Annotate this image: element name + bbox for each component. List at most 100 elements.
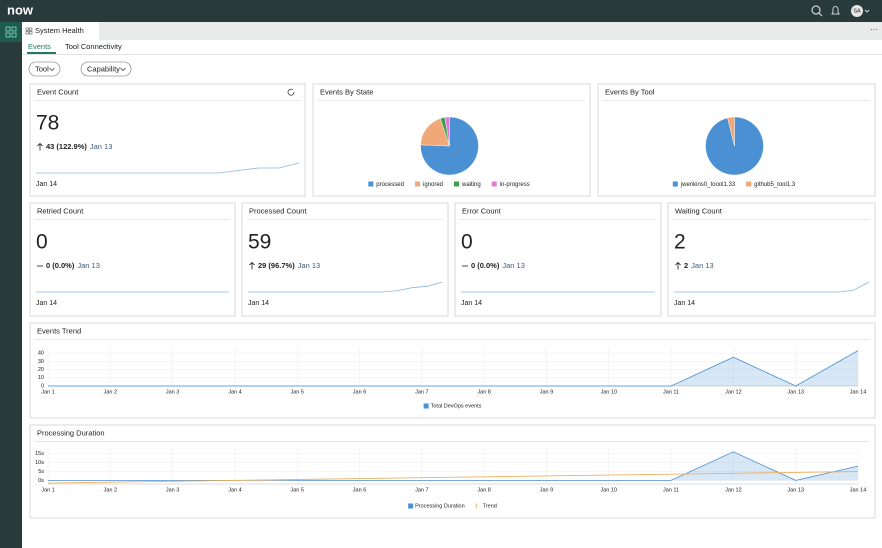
legend-item[interactable]: waiting [454, 181, 481, 189]
x-tick-label: Jan 13 [787, 389, 804, 395]
x-tick-label: Jan 3 [166, 487, 179, 493]
active-tab[interactable] [22, 22, 99, 40]
avatar[interactable] [851, 5, 863, 17]
refresh-icon[interactable] [287, 88, 295, 96]
card-frame [29, 322, 876, 419]
top-bar [0, 0, 882, 22]
filter-caret [49, 67, 55, 72]
legend-label: jwenkins0_toool1.33 [680, 182, 736, 188]
search-icon-handle [818, 12, 823, 17]
change-line: 43 (122.9%) Jan 13 [46, 142, 112, 151]
sparkline-date: Jan 14 [674, 300, 695, 307]
legend-item[interactable]: ignored [414, 181, 443, 189]
change-line: 2 Jan 13 [684, 261, 714, 270]
trend-line [47, 471, 859, 484]
count-value: 0 [461, 231, 473, 254]
x-tick-label: Jan 5 [290, 389, 303, 395]
legend-label: Total DevOps events [431, 403, 482, 409]
subtab[interactable]: Events [28, 42, 51, 51]
x-tick-label: Jan 12 [725, 487, 742, 493]
legend-item[interactable]: Total DevOps events [423, 403, 482, 409]
x-tick-label: Jan 3 [166, 389, 179, 395]
widget-card: Processing Duration 0s 5s 10s 15s Jan 1 Jan 2 J… [29, 424, 876, 519]
legend-swatch [672, 181, 678, 187]
filter-button[interactable]: Capability [80, 61, 132, 77]
x-tick-label: Jan 14 [850, 389, 867, 395]
logo[interactable]: now [7, 2, 34, 17]
subtab[interactable]: Tool Connectivity [65, 42, 122, 51]
count-value: 0 [36, 231, 48, 254]
x-tick-label: Jan 1 [41, 487, 54, 493]
filter-label: Tool [35, 64, 49, 73]
card-title: Event Count [37, 87, 79, 96]
series-line [48, 451, 859, 481]
pie-slice [420, 116, 479, 176]
legend-item[interactable]: github5_tool1.3 [746, 181, 796, 189]
change-value: 29 (96.7%) [258, 261, 295, 270]
x-tick-label: Jan 5 [290, 487, 303, 493]
y-tick-label: 0 [41, 383, 44, 389]
y-tick-label: 40 [38, 351, 44, 357]
pie-slice [444, 116, 450, 147]
legend-item[interactable]: jwenkins0_toool1.33 [672, 181, 736, 189]
y-tick-label: 20 [38, 367, 44, 373]
legend-label: ignored [423, 182, 443, 188]
card-title: Events Trend [37, 326, 81, 335]
widget-card: Processed Count 59 29 (96.7%) Jan 13 Jan 14 [241, 202, 449, 317]
search-icon[interactable] [811, 5, 821, 15]
legend-item[interactable]: processed [368, 181, 404, 189]
legend-label: processed [376, 182, 404, 188]
x-tick-label: Jan 13 [787, 487, 804, 493]
x-tick-label: Jan 8 [477, 389, 490, 395]
legend-item[interactable]: Trend [475, 503, 497, 509]
area-fill [48, 350, 858, 386]
sparkline [248, 281, 443, 293]
tab-strip [22, 22, 882, 40]
card-frame [29, 202, 236, 317]
card-title: Retried Count [37, 206, 84, 215]
legend-item[interactable]: in-progress [491, 181, 530, 189]
y-tick-label: 0s [38, 478, 44, 484]
change-line: 0 (0.0%) Jan 13 [471, 261, 525, 270]
sparkline-date: Jan 14 [248, 300, 269, 307]
legend-swatch [408, 503, 414, 509]
compare-date: Jan 13 [691, 261, 714, 270]
change-value: 0 (0.0%) [471, 261, 500, 270]
widget-card: Event Count 78 43 (122.9%) Jan 13 Jan 14 [29, 83, 306, 197]
y-tick-label: 10 [38, 375, 44, 381]
x-tick-label: Jan 7 [415, 389, 428, 395]
legend-label: in-progress [500, 182, 530, 188]
bell-icon[interactable] [831, 6, 840, 15]
more-menu[interactable]: ··· [870, 25, 878, 34]
card-frame [241, 202, 449, 317]
widget-card: Error Count 0 0 (0.0%) Jan 13 Jan 14 [454, 202, 662, 317]
legend-swatch [368, 181, 374, 187]
legend-swatch [746, 181, 752, 187]
change-value: 2 [684, 261, 688, 270]
filter-button[interactable]: Tool [28, 61, 61, 77]
series-line [48, 350, 859, 387]
legend-swatch [475, 503, 477, 509]
legend-swatch [423, 403, 429, 409]
count-value: 78 [36, 112, 59, 135]
change-line: 29 (96.7%) Jan 13 [258, 261, 320, 270]
card-frame [667, 202, 876, 317]
sparkline [674, 281, 870, 293]
card-frame [29, 83, 306, 197]
x-tick-label: Jan 6 [353, 487, 366, 493]
up-arrow [37, 142, 43, 151]
x-tick-label: Jan 6 [353, 389, 366, 395]
sidebar-active[interactable] [0, 22, 22, 42]
compare-date: Jan 13 [77, 261, 100, 270]
x-tick-label: Jan 11 [663, 389, 679, 395]
x-tick-label: Jan 11 [663, 487, 679, 493]
card-title: Error Count [462, 206, 502, 215]
change-value: 43 (122.9%) [46, 142, 87, 151]
x-tick-label: Jan 9 [540, 487, 553, 493]
y-tick-label: 15s [35, 451, 44, 457]
x-tick-label: Jan 2 [104, 487, 117, 493]
y-tick-label: 30 [38, 359, 44, 365]
x-tick-label: Jan 10 [601, 389, 618, 395]
legend-item[interactable]: Processing Duration [408, 503, 465, 509]
